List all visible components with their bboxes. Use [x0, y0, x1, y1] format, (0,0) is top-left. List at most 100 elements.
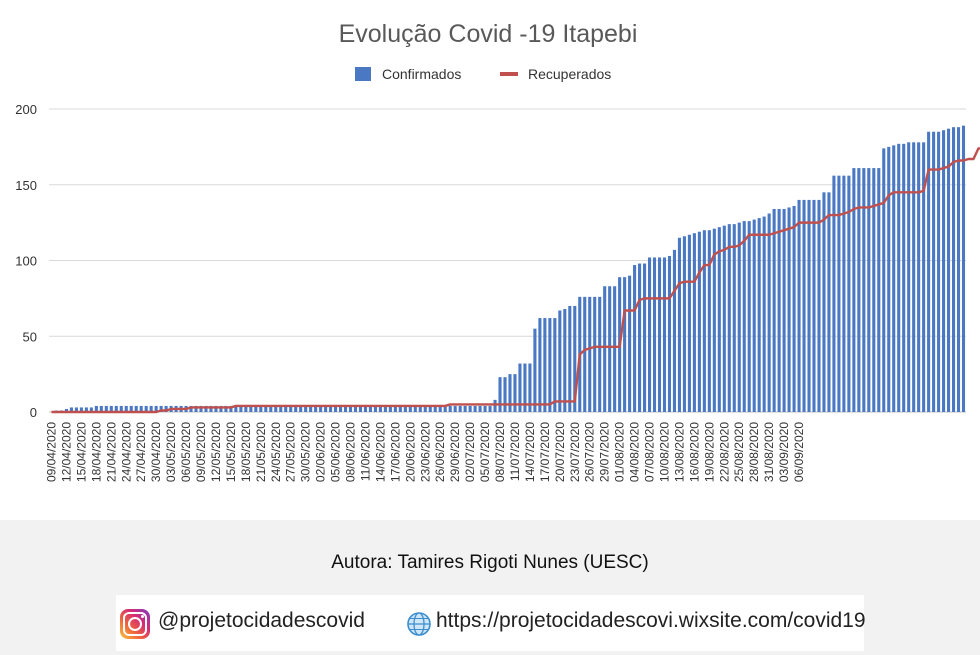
legend: Confirmados Recuperados: [355, 66, 611, 82]
x-tick-label: 24/04/2020: [119, 422, 133, 482]
confirmados-bar: [667, 255, 672, 412]
confirmados-bar: [902, 143, 906, 412]
confirmados-bar: [159, 405, 163, 412]
confirmados-bar: [907, 142, 911, 412]
confirmados-bar: [234, 405, 238, 412]
confirmados-bar: [657, 257, 662, 412]
confirmados-bar: [254, 405, 258, 412]
x-tick-label: 14/06/2020: [373, 422, 387, 482]
confirmados-bar: [647, 257, 652, 412]
confirmados-bar: [897, 143, 901, 412]
confirmados-bar: [204, 405, 208, 412]
x-tick-label: 16/08/2020: [687, 422, 701, 482]
confirmados-bar: [692, 233, 696, 412]
confirmados-bar: [274, 405, 278, 412]
confirmados-bar: [912, 142, 916, 412]
confirmados-bar: [558, 310, 562, 412]
confirmados-bar: [518, 363, 522, 412]
confirmados-bar: [573, 305, 577, 412]
confirmados-bar: [334, 405, 338, 412]
y-tick-label: 100: [15, 254, 37, 269]
confirmados-bar: [209, 405, 213, 412]
x-tick-label: 30/04/2020: [149, 422, 163, 482]
confirmados-bar: [712, 228, 716, 412]
confirmados-bar: [672, 249, 676, 412]
confirmados-bar: [164, 405, 168, 412]
confirmados-bar: [284, 405, 288, 412]
confirmados-bar: [493, 399, 497, 412]
confirmados-bar: [932, 131, 936, 412]
confirmados-bar: [792, 205, 796, 412]
x-tick-label: 09/04/2020: [44, 422, 58, 482]
instagram-icon: [120, 609, 150, 639]
x-tick-label: 09/05/2020: [194, 422, 208, 482]
x-tick-label: 15/04/2020: [74, 422, 88, 482]
x-tick-label: 05/07/2020: [478, 422, 492, 482]
x-tick-label: 11/07/2020: [508, 422, 522, 481]
website-link[interactable]: https://projetocidadescovi.wixsite.com/c…: [436, 609, 866, 632]
x-tick-label: 11/06/2020: [358, 422, 372, 481]
x-tick-label: 12/05/2020: [209, 422, 223, 482]
x-tick-label: 27/04/2020: [134, 422, 148, 482]
confirmados-bar: [847, 175, 851, 412]
y-tick-label: 200: [15, 102, 37, 117]
confirmados-bar: [413, 405, 417, 412]
confirmados-bar: [782, 208, 786, 412]
confirmados-bar: [219, 405, 223, 412]
confirmados-bar: [598, 296, 602, 412]
x-tick-label: 06/05/2020: [179, 422, 193, 482]
confirmados-bar: [194, 405, 198, 412]
confirmados-bar: [842, 175, 846, 412]
confirmados-bar: [677, 237, 681, 412]
confirmados-bar: [528, 363, 532, 412]
confirmados-bar: [917, 142, 921, 412]
x-tick-label: 27/05/2020: [284, 422, 298, 482]
confirmados-bar: [802, 199, 806, 412]
confirmados-bar: [129, 405, 133, 412]
confirmados-bar: [593, 296, 597, 412]
confirmados-bar: [393, 405, 397, 412]
chart-area: Evolução Covid -19 Itapebi Confirmados R…: [15, 20, 980, 483]
confirmados-bar: [468, 405, 472, 412]
x-tick-label: 26/07/2020: [583, 422, 597, 482]
confirmados-bar: [797, 199, 801, 412]
confirmados-bar: [827, 192, 831, 412]
x-tick-label: 08/06/2020: [344, 422, 358, 482]
confirmados-bar: [852, 168, 856, 412]
x-tick-label: 21/05/2020: [254, 422, 268, 482]
confirmados-bar: [643, 263, 647, 412]
confirmados-bar: [787, 207, 791, 412]
confirmados-bar: [79, 407, 83, 412]
confirmados-bar: [189, 405, 193, 412]
confirmados-bar: [697, 231, 701, 412]
confirmados-bars: [54, 125, 966, 413]
recuperados-line-group: [51, 147, 980, 414]
confirmados-bar: [383, 405, 387, 412]
confirmados-bar: [84, 407, 88, 412]
confirmados-bar: [269, 405, 273, 412]
confirmados-bar: [862, 168, 866, 412]
confirmados-bar: [523, 363, 527, 412]
y-axis-ticks: 0 50 100 150 200: [15, 102, 37, 420]
x-tick-label: 14/07/2020: [523, 422, 537, 482]
x-tick-label: 17/07/2020: [538, 422, 552, 482]
confirmados-bar: [448, 405, 452, 412]
x-tick-label: 24/05/2020: [269, 422, 283, 482]
x-tick-label: 17/06/2020: [388, 422, 402, 482]
confirmados-bar: [314, 405, 318, 412]
instagram-handle[interactable]: @projetocidadescovid: [158, 609, 365, 632]
y-tick-label: 50: [23, 329, 37, 344]
confirmados-bar: [149, 405, 153, 412]
confirmados-bar: [294, 405, 298, 412]
x-tick-label: 08/07/2020: [493, 422, 507, 482]
confirmados-bar: [124, 405, 128, 412]
confirmados-bar: [747, 221, 751, 412]
confirmados-bar: [947, 128, 951, 412]
confirmados-bar: [309, 405, 313, 412]
confirmados-bar: [603, 286, 607, 412]
confirmados-bar: [543, 318, 547, 412]
confirmados-bar: [498, 377, 502, 412]
covid-chart: Evolução Covid -19 Itapebi Confirmados R…: [15, 20, 980, 482]
x-tick-label: 15/05/2020: [224, 422, 238, 482]
confirmados-bar: [867, 168, 871, 412]
